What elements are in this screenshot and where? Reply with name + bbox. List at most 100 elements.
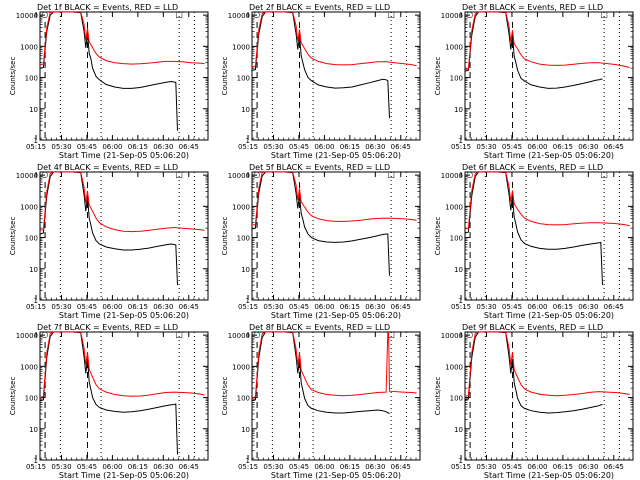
x-tick-label: 05:30 (263, 143, 283, 151)
x-tick-label: 05:15 (238, 143, 258, 151)
series-events (465, 12, 603, 89)
plot-frame (39, 11, 209, 141)
y-tick-label: 100 (450, 235, 463, 243)
x-tick-label: 06:00 (102, 303, 122, 311)
y-axis-label: Counts/sec (221, 377, 229, 416)
y-tick-label: 100 (237, 395, 250, 403)
x-tick-label: 06:30 (365, 463, 385, 471)
x-tick-label: 06:15 (553, 143, 573, 151)
circle-marker-icon: ○ (41, 10, 48, 19)
series-events (465, 172, 603, 286)
panel-title: Det 5f BLACK = Events, RED = LLD (249, 163, 390, 172)
y-tick-label: 100 (237, 235, 250, 243)
x-axis-label: Start Time (21-Sep-05 05:06:20) (59, 471, 189, 480)
x-axis-label: Start Time (21-Sep-05 05:06:20) (271, 471, 401, 480)
x-tick-label: 06:00 (314, 143, 334, 151)
circle-marker-icon: ○ (466, 170, 473, 179)
y-tick-label: 1 (459, 137, 463, 145)
series-events (252, 172, 390, 276)
y-tick-label: 1000 (445, 43, 463, 51)
series-lld (40, 12, 205, 66)
x-tick-label: 05:30 (51, 463, 71, 471)
x-tick-label: 06:45 (604, 303, 624, 311)
series-lld (465, 172, 630, 230)
series-lld (40, 332, 205, 399)
y-tick-label: 10000 (16, 332, 38, 340)
x-axis-label: Start Time (21-Sep-05 05:06:20) (484, 311, 614, 320)
x-tick-label: 05:45 (289, 303, 309, 311)
circle-marker-icon: ○ (253, 330, 260, 339)
y-tick-label: 1 (246, 457, 250, 465)
series-lld (252, 332, 417, 399)
x-tick-label: 05:45 (289, 143, 309, 151)
x-tick-label: 06:30 (153, 463, 173, 471)
y-tick-label: 10 (241, 106, 250, 114)
plot-frame (464, 11, 634, 141)
x-tick-label: 06:00 (527, 463, 547, 471)
y-tick-label: 1000 (20, 43, 38, 51)
y-axis-label: Counts/sec (9, 57, 17, 96)
x-tick-label: 06:15 (128, 303, 148, 311)
series-lld (252, 172, 417, 226)
x-tick-label: 05:45 (77, 463, 97, 471)
y-tick-label: 1 (34, 137, 38, 145)
series-lld (465, 12, 630, 71)
x-tick-label: 05:45 (502, 463, 522, 471)
x-tick-label: 06:45 (179, 143, 199, 151)
x-axis-label: Start Time (21-Sep-05 05:06:20) (271, 151, 401, 160)
y-tick-label: 1000 (445, 203, 463, 211)
x-tick-label: 05:15 (26, 303, 46, 311)
x-tick-label: 06:15 (128, 143, 148, 151)
y-tick-label: 10000 (228, 172, 250, 180)
square-marker-icon: □ (387, 330, 395, 339)
x-tick-label: 05:15 (238, 303, 258, 311)
x-tick-label: 05:45 (502, 303, 522, 311)
y-tick-label: 10000 (16, 172, 38, 180)
y-tick-label: 1000 (232, 43, 250, 51)
y-tick-label: 10 (454, 106, 463, 114)
series-lld (40, 172, 205, 233)
x-tick-label: 06:30 (153, 143, 173, 151)
x-tick-label: 05:30 (476, 463, 496, 471)
x-tick-label: 06:15 (340, 143, 360, 151)
x-axis-label: Start Time (21-Sep-05 05:06:20) (484, 151, 614, 160)
panel-title: Det 3f BLACK = Events, RED = LLD (462, 3, 603, 12)
plot-frame (251, 171, 421, 301)
panel-4: Det 4f BLACK = Events, RED = LLD 1 10 100 10… (9, 163, 209, 320)
x-axis-label: Start Time (21-Sep-05 05:06:20) (271, 311, 401, 320)
x-tick-label: 05:15 (26, 143, 46, 151)
y-axis-label: Counts/sec (9, 377, 17, 416)
plot-frame (39, 331, 209, 461)
plot-frame (39, 171, 209, 301)
x-tick-label: 05:45 (502, 143, 522, 151)
panel-title: Det 8f BLACK = Events, RED = LLD (249, 323, 390, 332)
y-tick-label: 1000 (232, 203, 250, 211)
panel-title: Det 2f BLACK = Events, RED = LLD (249, 3, 390, 12)
circle-marker-icon: ○ (253, 10, 260, 19)
y-axis-label: Counts/sec (221, 217, 229, 256)
y-tick-label: 10000 (228, 332, 250, 340)
x-tick-label: 05:30 (51, 303, 71, 311)
square-marker-icon: □ (175, 10, 183, 19)
panel-3: Det 3f BLACK = Events, RED = LLD 1 10 100 10… (434, 3, 634, 160)
square-marker-icon: □ (600, 330, 608, 339)
x-tick-label: 06:30 (578, 303, 598, 311)
panel-title: Det 4f BLACK = Events, RED = LLD (37, 163, 178, 172)
panel-title: Det 6f BLACK = Events, RED = LLD (462, 163, 603, 172)
y-tick-label: 1 (246, 297, 250, 305)
y-tick-label: 1000 (232, 363, 250, 371)
square-marker-icon: □ (387, 10, 395, 19)
x-tick-label: 05:15 (451, 303, 471, 311)
x-tick-label: 05:30 (263, 463, 283, 471)
x-tick-label: 06:00 (102, 143, 122, 151)
circle-marker-icon: ○ (466, 10, 473, 19)
x-tick-label: 06:00 (527, 303, 547, 311)
square-marker-icon: □ (600, 170, 608, 179)
x-tick-label: 06:45 (604, 143, 624, 151)
panel-title: Det 1f BLACK = Events, RED = LLD (37, 3, 178, 12)
y-tick-label: 10 (454, 426, 463, 434)
x-tick-label: 05:15 (451, 143, 471, 151)
x-tick-label: 06:30 (153, 303, 173, 311)
series-events (40, 12, 178, 131)
